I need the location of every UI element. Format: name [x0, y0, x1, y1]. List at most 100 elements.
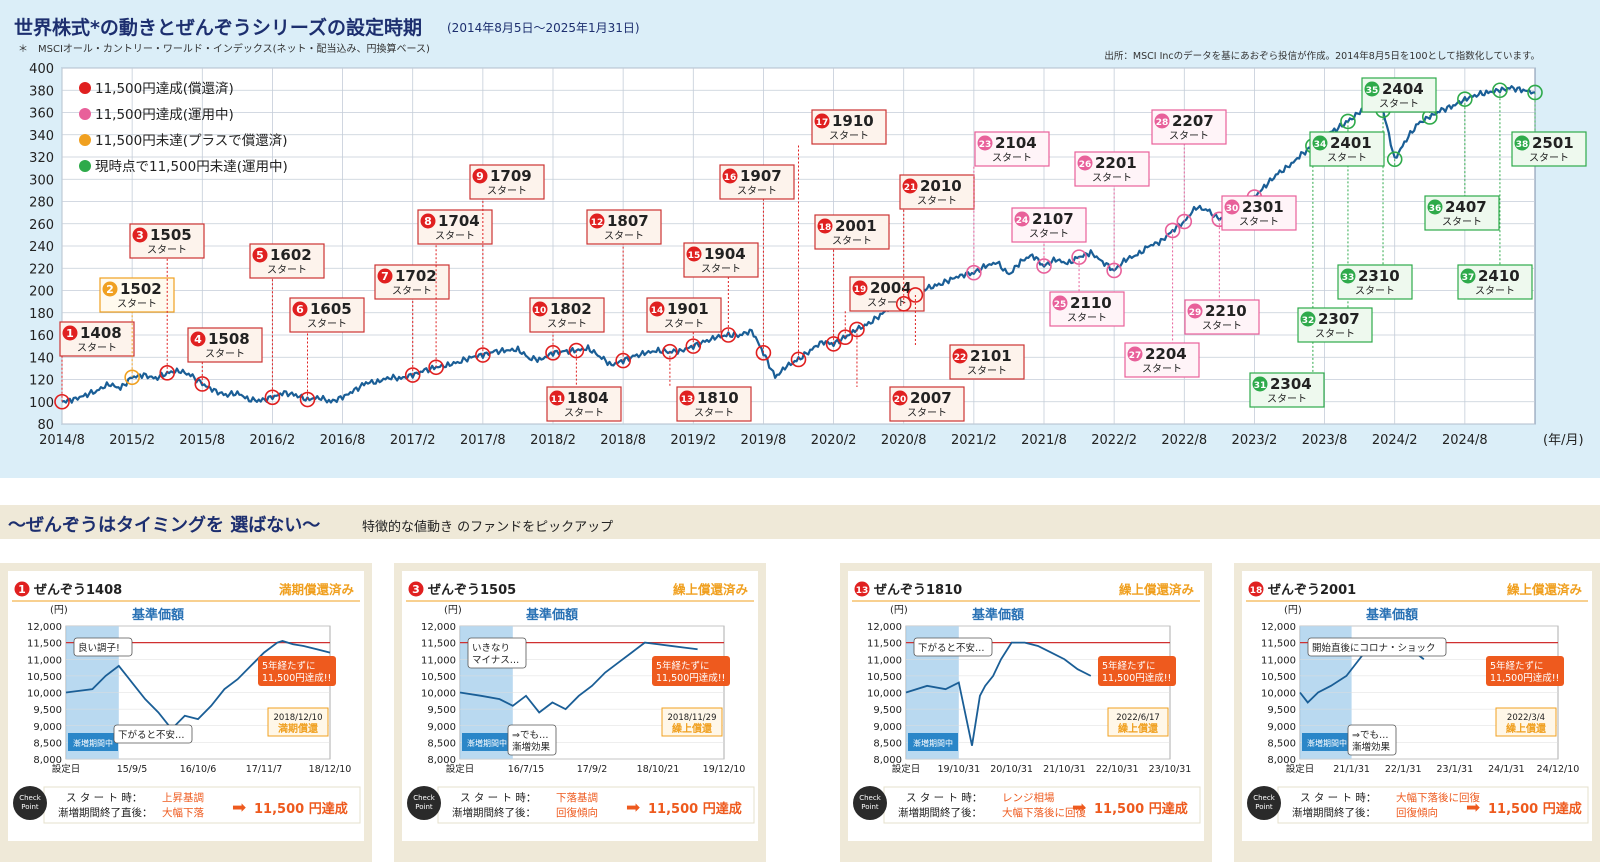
fund-number: 36 [1429, 204, 1442, 214]
fund-number-badge [686, 246, 702, 262]
fund-code: 2304 [1270, 375, 1312, 393]
fund-start-label: スタート [604, 230, 644, 242]
mini-y-tick: 8,000 [427, 755, 456, 766]
fund-number-badge [1187, 303, 1203, 319]
mini-y-tick: 9,500 [1267, 705, 1296, 716]
arrow-icon: ➡ [1466, 798, 1480, 818]
x-tick-label: 2024/2 [1372, 433, 1418, 448]
mini-x-tick: 設定日 [446, 763, 475, 775]
fund-code: 2004 [870, 279, 912, 297]
start-point [755, 344, 772, 361]
note-box [1486, 656, 1564, 686]
panel-status: 繰上償還済み [673, 582, 749, 597]
note-text: 開始直後にコロナ・ショック [1312, 642, 1436, 654]
note-text: 5年経たずに [262, 660, 316, 672]
panel-chart-title: 基準価額 [131, 607, 184, 623]
mini-y-tick: 12,000 [867, 622, 902, 633]
cp-end-value: 回復傾向 [1396, 806, 1438, 819]
checkpoint-label: Check [1253, 794, 1275, 802]
note-text: ⇒でも… [512, 730, 548, 741]
note-box [113, 724, 193, 744]
panel-chart-title: 基準価額 [525, 607, 578, 623]
fund-start-label: スタート [1315, 328, 1355, 340]
fund-start-label: スタート [117, 298, 157, 310]
mini-y-tick: 8,500 [427, 738, 456, 749]
fund-number-badge [472, 168, 488, 184]
pickup-panel-18: 18 ぜんぞう2001 繰上償還済み (円) 基準価額 12,000 11,500 11,00… [1234, 563, 1600, 862]
fund-code: 2501 [1532, 134, 1574, 152]
fund-number: 33 [1342, 273, 1355, 283]
fund-code: 1709 [490, 167, 532, 185]
mini-y-tick: 10,500 [27, 672, 62, 683]
note-text: 5年経たずに [1102, 660, 1156, 672]
fund-code: 1810 [697, 389, 739, 407]
fund-code: 1508 [208, 330, 250, 348]
cp-start-label: ス タ ー ト 時： [906, 792, 982, 804]
fund-number: 4 [194, 333, 202, 346]
mini-x-tick: 18/12/10 [309, 764, 352, 775]
fund-start-label: スタート [547, 318, 587, 330]
checkpoint-label: Check [19, 794, 41, 802]
start-point [907, 287, 924, 303]
fund-start-label: スタート [664, 318, 704, 330]
cp-result: 11,500 円達成 [648, 801, 742, 817]
fund-number-badge [1127, 346, 1143, 362]
fund-start-label: スタート [1379, 98, 1419, 110]
cp-result: 11,500 円達成 [254, 801, 348, 817]
mini-y-tick: 11,500 [27, 639, 62, 650]
panel-fund-name: ぜんぞう1505 [428, 583, 516, 598]
fund-number-badge [1514, 135, 1530, 151]
fund-start-label: スタート [1529, 152, 1569, 164]
cp-start-label: ス タ ー ト 時： [1300, 792, 1376, 804]
y-tick-label: 180 [29, 307, 54, 322]
fund-start-label: スタート [564, 407, 604, 419]
fund-number: 9 [476, 170, 484, 183]
date-status: 満期償還 [278, 722, 319, 735]
x-tick-label: 2019/8 [741, 433, 787, 448]
checkpoint-label: Check [859, 794, 881, 802]
x-tick-label: 2016/8 [320, 433, 366, 448]
checkpoint-badge [1247, 786, 1281, 820]
date-note: 2022/6/17 [1116, 713, 1160, 723]
fund-code: 2201 [1095, 154, 1137, 172]
start-point [1492, 82, 1508, 99]
x-tick-label: 2019/2 [670, 433, 716, 448]
fund-start-label: スタート [1239, 216, 1279, 228]
start-point [790, 351, 807, 368]
fund-code: 2301 [1242, 198, 1284, 216]
mini-x-tick: 19/10/31 [937, 764, 980, 775]
note-text: ⇒でも… [1352, 730, 1388, 741]
checkpoint-label: Check [413, 794, 435, 802]
start-point [1036, 258, 1052, 274]
period-badge [908, 733, 958, 751]
fund-number: 5 [256, 249, 264, 262]
fund-number: 20 [894, 395, 907, 405]
fund-number-badge [814, 113, 830, 129]
source-note: 出所：MSCI Incのデータを基にあおぞら投信が作成。2014年8月5日を10… [1104, 51, 1540, 62]
mini-y-tick: 11,000 [867, 655, 902, 666]
fund-start-label: スタート [694, 407, 734, 419]
date-note: 2022/3/4 [1507, 713, 1545, 723]
start-point [825, 336, 842, 352]
fund-number-badge [377, 268, 393, 284]
note-text: 漸増効果 [512, 741, 551, 753]
mini-y-tick: 9,500 [873, 705, 902, 716]
x-tick-label: 2018/8 [600, 433, 646, 448]
fund-number-badge [190, 331, 206, 347]
fund-code: 1804 [567, 389, 609, 407]
pickup-band: ～ぜんぞうはタイミングを 選ばない～ 特徴的な値動き のファンドをピックアップ [0, 505, 1600, 539]
fund-number: 7 [381, 270, 389, 283]
cp-end-label: 漸増期間終了後： [898, 806, 982, 819]
fund-code: 2404 [1382, 80, 1424, 98]
y-tick-label: 320 [29, 151, 54, 166]
fund-code: 2101 [970, 347, 1012, 365]
fund-start-label: スタート [205, 348, 245, 360]
start-point [662, 343, 678, 360]
